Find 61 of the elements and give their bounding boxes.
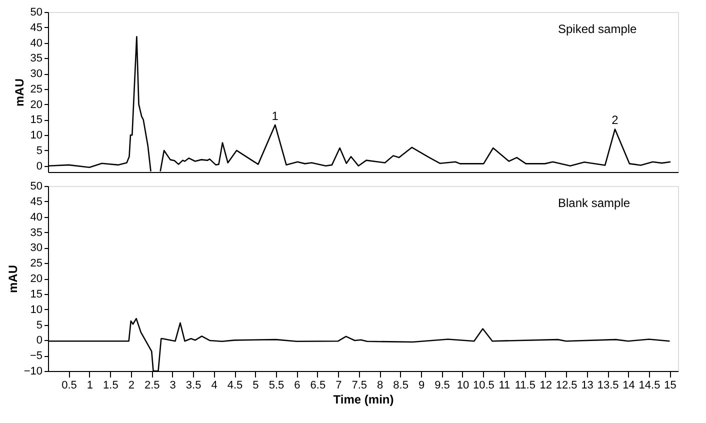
y-tick-label: 20 [30,98,42,111]
x-tick-label: 11 [498,380,510,392]
y-axis-title: mAU [6,264,20,294]
x-tick-label: 4.5 [227,380,243,392]
x-tick-label: 10.5 [472,380,494,392]
y-tick-label: 5 [36,144,42,157]
y-tick-label: 40 [30,211,42,224]
x-tick-label: 0.5 [62,380,77,392]
y-tick-label: 10 [30,130,42,142]
x-tick-label: 5 [252,380,259,392]
x-tick-label: 7 [336,380,342,392]
x-tick-label: 6 [294,380,300,392]
x-tick-label: 9.5 [434,380,450,392]
x-tick-label: 13 [581,380,594,392]
y-tick-label: 10 [30,304,42,316]
x-tick-label: 10 [456,380,470,392]
x-tick-label: 8.5 [393,380,408,392]
y-tick-label: 40 [30,37,42,50]
x-tick-label: 2.5 [144,380,160,392]
annotation: Blank sample [558,196,630,210]
y-tick-label: 45 [30,196,42,208]
x-tick-label: 5.5 [268,380,284,392]
x-tick-label: 1.5 [103,380,118,392]
y-tick-label: 0 [36,334,42,347]
x-tick-label: 7.5 [352,380,368,392]
x-tick-label: 12.5 [556,380,578,392]
y-tick-label: 30 [30,68,42,80]
x-tick-label: 3.5 [186,380,202,392]
y-tick-label: −5 [30,350,42,362]
y-tick-label: 25 [30,258,42,270]
y-tick-label: 5 [36,319,42,332]
x-tick-label: 15 [664,380,676,392]
y-tick-label: 45 [30,22,42,34]
x-tick-label: 11.5 [514,380,536,392]
y-tick-label: 20 [30,273,42,285]
y-tick-label: 50 [30,180,42,192]
x-tick-label: 2 [128,380,134,392]
x-tick-label: 1 [86,380,94,392]
y-tick-label: 15 [30,114,42,126]
y-tick-label: 30 [30,242,42,254]
y-tick-label: 35 [30,52,42,65]
x-tick-label: 13.5 [597,380,619,392]
annotation: Spiked sample [558,22,638,36]
x-tick-label: 9 [418,380,425,392]
x-tick-label: 6.5 [310,380,326,392]
x-tick-label: 4 [211,380,218,392]
x-tick-label: 8 [377,380,384,392]
y-tick-label: 15 [30,288,42,300]
x-tick-label: 14 [622,380,635,392]
x-tick-label: 3 [170,380,176,392]
y-tick-label: 50 [30,6,42,18]
y-tick-label: −10 [24,366,42,378]
y-tick-label: 25 [30,83,42,96]
annotation: 1 [272,108,279,123]
annotation: 2 [612,113,619,128]
x-tick-label: 12 [540,380,552,392]
y-tick-label: 35 [30,226,42,239]
x-tick-label: 14.5 [638,380,660,392]
x-axis-title: Time (min) [333,392,394,406]
y-axis-title: mAU [12,78,26,107]
y-tick-label: 0 [36,160,42,172]
